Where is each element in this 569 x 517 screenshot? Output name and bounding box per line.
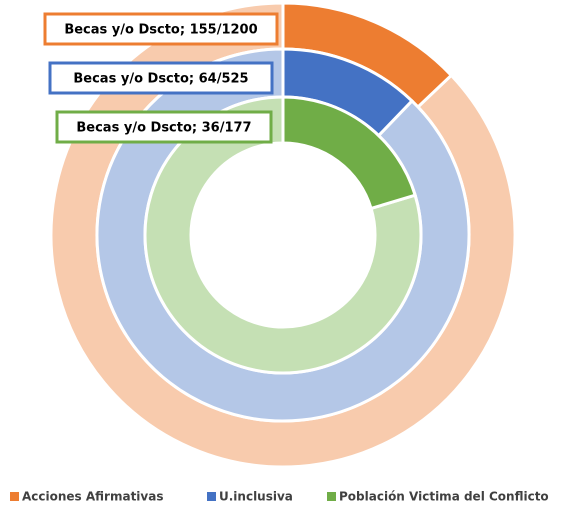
label-box: [43, 12, 279, 46]
label-box: [55, 110, 273, 144]
legend-label: Población Victima del Conflicto: [339, 490, 549, 504]
legend-label: Acciones Afirmativas: [22, 490, 164, 504]
legend-swatch: [327, 492, 336, 501]
ring-rest: [143, 95, 423, 375]
legend-swatch: [10, 492, 19, 501]
data-label: Becas y/o Dscto; 64/525: [73, 72, 248, 87]
data-label: Becas y/o Dscto; 155/1200: [64, 23, 257, 38]
legend-swatch: [207, 492, 216, 501]
ring-segment: [281, 95, 417, 211]
data-label: Becas y/o Dscto; 36/177: [76, 121, 251, 136]
legend-label: U.inclusiva: [219, 490, 293, 504]
label-box: [48, 61, 274, 95]
